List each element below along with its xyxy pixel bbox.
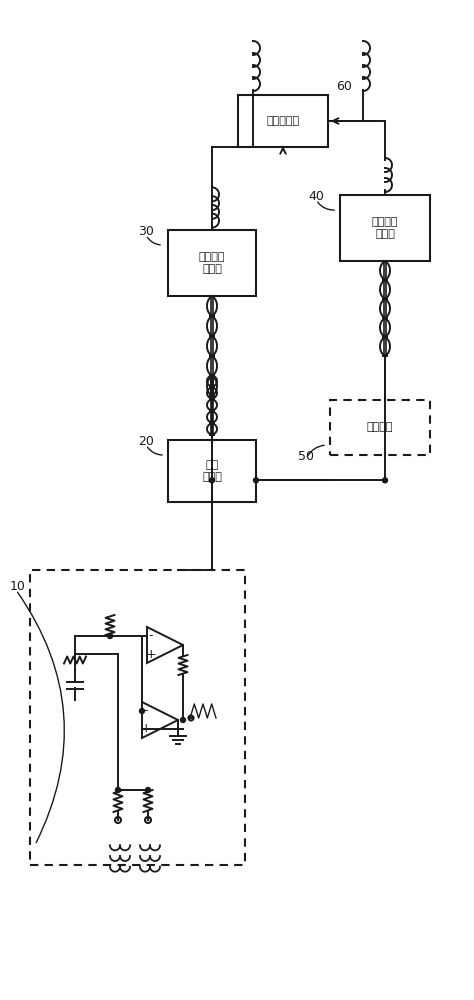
- Circle shape: [254, 478, 258, 483]
- Text: 50: 50: [298, 450, 314, 463]
- Bar: [30, 570, 245, 865]
- Bar: [168, 440, 256, 502]
- Circle shape: [116, 788, 120, 792]
- Text: 第二全桥
换流器: 第二全桥 换流器: [372, 217, 398, 239]
- Text: 60: 60: [336, 80, 352, 93]
- Text: 10: 10: [10, 580, 26, 593]
- Text: +: +: [141, 722, 151, 736]
- Bar: [340, 195, 430, 261]
- Text: 延迟电路: 延迟电路: [367, 422, 393, 432]
- Text: +: +: [146, 648, 156, 660]
- Text: -: -: [144, 704, 148, 718]
- Text: 20: 20: [138, 435, 154, 448]
- Circle shape: [181, 718, 185, 722]
- Circle shape: [139, 708, 145, 714]
- Bar: [238, 95, 328, 147]
- Text: 30: 30: [138, 225, 154, 238]
- Circle shape: [146, 788, 151, 792]
- Text: 第一全桥
换流器: 第一全桥 换流器: [199, 252, 225, 274]
- Text: 输出滤波器: 输出滤波器: [266, 116, 300, 126]
- Text: 40: 40: [308, 190, 324, 203]
- Bar: [168, 230, 256, 296]
- Text: 死区
控制器: 死区 控制器: [202, 460, 222, 482]
- Bar: [330, 400, 430, 455]
- Circle shape: [210, 478, 215, 483]
- Text: -: -: [149, 630, 153, 643]
- Circle shape: [108, 634, 112, 639]
- Circle shape: [383, 478, 388, 483]
